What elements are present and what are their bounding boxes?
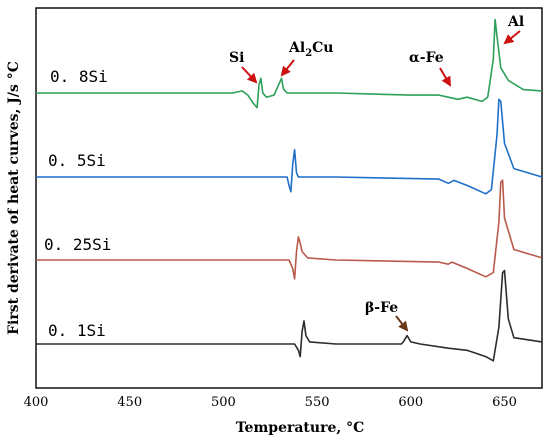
x-tick-label: 500 (211, 395, 236, 410)
x-tick-labels: 400 450 500 550 600 650 (24, 395, 517, 410)
series-label-0-25si: 0. 25Si (44, 235, 111, 254)
x-tick-label: 450 (117, 395, 142, 410)
series-label-0-8si: 0. 8Si (50, 67, 108, 86)
annotation-al-label: Al (507, 14, 524, 30)
annotation-si-label: Si (229, 50, 244, 66)
annotation-si-arrow (241, 66, 258, 84)
annotation-al2cu-label: Al2Cu (288, 40, 333, 59)
x-tick-label: 600 (398, 395, 423, 410)
annotation-alpha-fe-label: α-Fe (409, 50, 444, 66)
annotation-al2cu-arrow (280, 59, 295, 77)
annotation-beta-fe-label: β-Fe (365, 300, 398, 316)
x-tick-label: 550 (305, 395, 330, 410)
x-tick-label: 650 (492, 395, 517, 410)
annotation-beta-fe-arrow (395, 315, 409, 332)
series-labels: 0. 8Si 0. 5Si 0. 25Si 0. 1Si (44, 67, 111, 340)
plot-frame (35, 7, 543, 389)
y-axis-title: First derivate of heat curves, J/s °C (6, 61, 22, 335)
series-line-1 (36, 98, 543, 195)
series-line-2 (36, 179, 543, 280)
annotation-al-arrow (503, 30, 521, 45)
x-tick-label: 400 (24, 395, 49, 410)
series-label-0-5si: 0. 5Si (48, 151, 106, 170)
series-curves (36, 18, 543, 362)
x-axis-title: Temperature, °C (236, 420, 365, 436)
annotations: Si Al2Cu α-Fe Al β-Fe (229, 14, 524, 332)
series-line-3 (36, 269, 543, 362)
series-label-0-1si: 0. 1Si (48, 321, 106, 340)
annotation-alpha-fe-arrow (439, 67, 452, 87)
series-line-0 (36, 18, 543, 109)
